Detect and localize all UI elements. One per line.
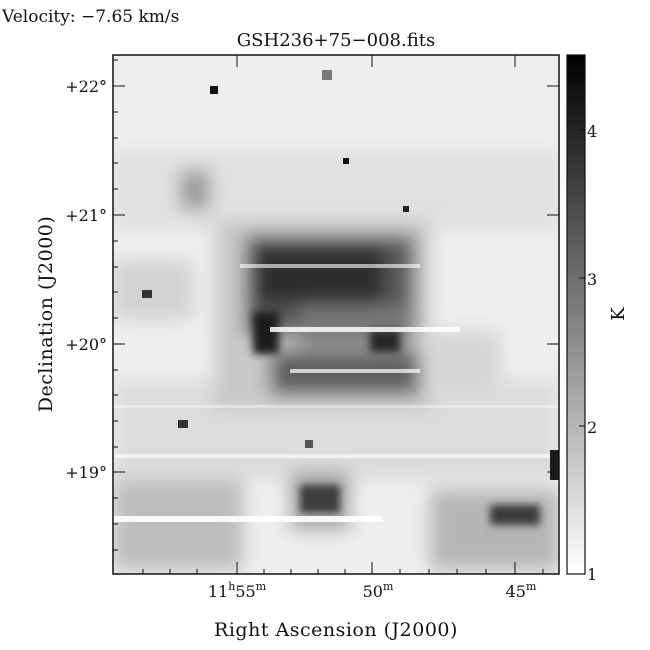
colorbar-tick-label: 4 bbox=[587, 122, 597, 141]
x-tick-label: 45m bbox=[506, 580, 537, 601]
plot-frame bbox=[112, 54, 560, 575]
hi-intensity-map bbox=[113, 55, 559, 574]
y-tick-label: +22° bbox=[65, 77, 107, 96]
velocity-label: Velocity: −7.65 km/s bbox=[1, 7, 179, 27]
colorbar: 4 3 2 1 K bbox=[566, 54, 629, 584]
colorbar-gradient bbox=[567, 55, 585, 574]
colorbar-tick-label: 3 bbox=[587, 270, 597, 289]
colorbar-tick-label: 2 bbox=[587, 418, 597, 437]
x-axis-ticks bbox=[142, 562, 544, 574]
plot-title: GSH236+75−008.fits bbox=[237, 30, 435, 51]
y-axis-ticks bbox=[113, 59, 125, 551]
x-tick-label: 50m bbox=[363, 580, 394, 601]
y-tick-label: +19° bbox=[65, 463, 107, 482]
colorbar-unit: K bbox=[608, 307, 629, 321]
x-tick-label: 11h55m bbox=[208, 580, 267, 601]
y-tick-label: +21° bbox=[65, 206, 107, 225]
colorbar-tick-label: 1 bbox=[587, 565, 597, 584]
y-axis-label: Declination (J2000) bbox=[35, 216, 57, 413]
y-tick-label: +20° bbox=[65, 335, 107, 354]
y-axis-ticks-right bbox=[547, 85, 559, 473]
x-axis-ticks-top bbox=[236, 55, 516, 67]
x-axis-label: Right Ascension (J2000) bbox=[214, 619, 458, 641]
